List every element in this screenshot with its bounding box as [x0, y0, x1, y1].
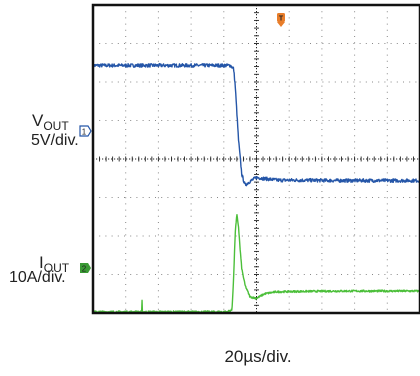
- trace-ch1: [92, 63, 420, 187]
- trigger-marker: T: [277, 13, 285, 27]
- ch2-ground-marker: 2: [80, 263, 91, 274]
- trigger-marker-label: T: [279, 16, 284, 23]
- iout-scale-label: 10A/div.: [9, 269, 66, 286]
- ch1-marker-icon: [79, 125, 92, 137]
- grid: [92, 4, 420, 314]
- ch1-ground-marker: 1: [79, 125, 92, 137]
- vout-scale-label: 5V/div.: [31, 132, 79, 149]
- iout-label: IOUT: [39, 253, 70, 275]
- ch2-marker-icon: [80, 263, 91, 273]
- trigger-arrow-icon: [277, 22, 285, 27]
- ch1-marker-label: 1: [82, 128, 87, 137]
- ch2-marker-label: 2: [82, 265, 87, 274]
- time-scale-label: 20µs/div.: [224, 347, 291, 366]
- trigger-marker-box: [277, 13, 285, 22]
- plot-frame: [91, 3, 420, 315]
- vout-label: VOUT: [32, 111, 69, 133]
